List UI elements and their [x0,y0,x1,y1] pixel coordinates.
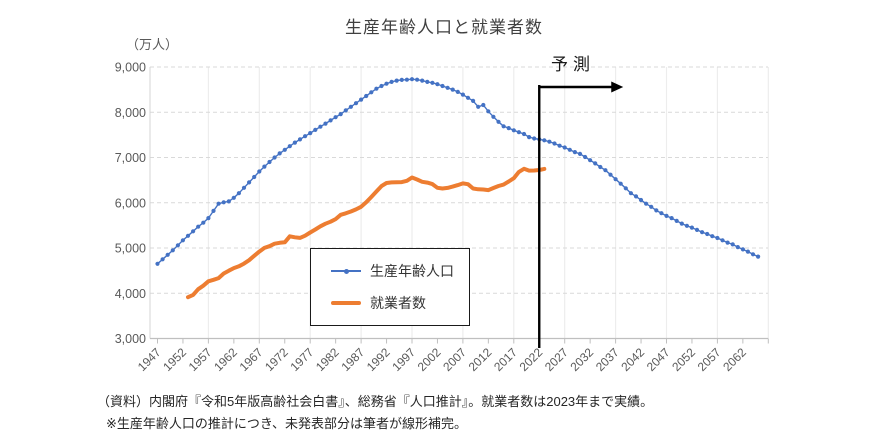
source-note: （資料）内閣府『令和5年版高齢社会白書』、総務省『人口推計』。就業者数は2023… [97,394,654,409]
y-axis-tick-labels: 3,000 4,000 5,000 6,000 7,000 8,000 9,000 [115,61,146,347]
forecast-divider [538,81,624,348]
svg-text:9,000: 9,000 [115,61,146,75]
arrow-right-icon [611,81,624,93]
svg-text:3,000: 3,000 [115,332,146,346]
svg-text:2017: 2017 [491,345,520,374]
svg-text:2022: 2022 [517,345,546,374]
svg-text:2052: 2052 [669,345,698,374]
svg-text:2002: 2002 [415,345,444,374]
svg-text:1967: 1967 [237,345,266,374]
legend-item-employed-persons: 就業者数 [331,293,469,313]
series-line-working-age-population [157,78,759,265]
svg-text:1962: 1962 [211,345,240,374]
legend-dot-icon [343,268,349,274]
svg-text:1987: 1987 [338,345,367,374]
svg-text:5,000: 5,000 [115,242,146,256]
svg-text:2057: 2057 [695,345,724,374]
working-age-line-marker-sample [331,268,361,274]
svg-text:1972: 1972 [262,345,291,374]
y-axis-unit-label: （万人） [126,37,179,52]
svg-text:2012: 2012 [466,345,495,374]
svg-text:2007: 2007 [440,345,469,374]
svg-text:2042: 2042 [618,345,647,374]
svg-text:1957: 1957 [186,345,215,374]
svg-text:7,000: 7,000 [115,151,146,165]
svg-text:2037: 2037 [593,345,622,374]
svg-text:4,000: 4,000 [115,287,146,301]
svg-text:2062: 2062 [720,345,749,374]
legend-label-working-age-population: 生産年齢人口 [370,263,454,279]
svg-text:2047: 2047 [644,345,673,374]
legend: 生産年齢人口 就業者数 [310,248,470,326]
series-markers-working-age-population [155,77,761,266]
series-line-employed-persons [186,166,547,300]
svg-text:1992: 1992 [364,345,393,374]
legend-label-employed-persons: 就業者数 [370,295,426,311]
svg-text:1997: 1997 [389,345,418,374]
svg-text:6,000: 6,000 [115,196,146,210]
svg-text:2032: 2032 [567,345,596,374]
svg-text:1952: 1952 [160,345,189,374]
svg-text:1977: 1977 [288,345,317,374]
svg-text:8,000: 8,000 [115,106,146,120]
legend-item-working-age-population: 生産年齢人口 [331,261,469,281]
forecast-label: 予測 [551,55,595,74]
svg-text:1982: 1982 [313,345,342,374]
chart-title: 生産年齢人口と就業者数 [345,18,543,37]
svg-text:2027: 2027 [542,345,571,374]
x-axis-tick-labels: 1947195219571962196719721977198219871992… [135,345,749,374]
axes [149,67,769,344]
supplement-note: ※生産年齢人口の推計につき、未発表部分は筆者が線形補完。 [106,416,467,431]
svg-text:1947: 1947 [135,345,164,374]
employed-line-sample [331,300,361,306]
